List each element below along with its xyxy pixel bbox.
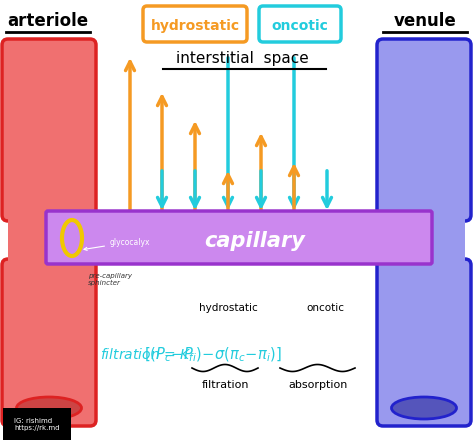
Text: interstitial  space: interstitial space: [175, 51, 308, 66]
Text: $\left[(P_c\!-\!P_i)\!-\!\sigma(\pi_c\!-\!\pi_i)\right]$: $\left[(P_c\!-\!P_i)\!-\!\sigma(\pi_c\!-…: [144, 346, 282, 364]
Text: oncotic: oncotic: [272, 19, 328, 33]
Bar: [8, 210, 48, 270]
FancyBboxPatch shape: [377, 39, 471, 221]
Text: arteriole: arteriole: [8, 12, 88, 30]
Text: filtration = $\mathit{K_f}$: filtration = $\mathit{K_f}$: [100, 346, 195, 364]
Text: pre-capillary
sphincter: pre-capillary sphincter: [88, 273, 132, 286]
Text: oncotic: oncotic: [306, 303, 344, 313]
FancyBboxPatch shape: [2, 39, 96, 221]
Bar: [425, 210, 465, 270]
Ellipse shape: [392, 397, 456, 419]
Text: glycocalyx: glycocalyx: [84, 238, 150, 250]
Text: hydrostatic: hydrostatic: [199, 303, 257, 313]
Text: filtration: filtration: [201, 380, 249, 390]
Text: absorption: absorption: [289, 380, 348, 390]
FancyBboxPatch shape: [2, 259, 96, 426]
Text: hydrostatic: hydrostatic: [150, 19, 239, 33]
FancyBboxPatch shape: [46, 211, 432, 264]
Bar: [3, 408, 71, 440]
Ellipse shape: [17, 397, 81, 419]
FancyBboxPatch shape: [377, 259, 471, 426]
Text: IG: rishimd
https://rk.md: IG: rishimd https://rk.md: [14, 417, 60, 431]
FancyBboxPatch shape: [259, 6, 341, 42]
Text: capillary: capillary: [204, 231, 306, 251]
FancyBboxPatch shape: [143, 6, 247, 42]
Text: venule: venule: [394, 12, 456, 30]
